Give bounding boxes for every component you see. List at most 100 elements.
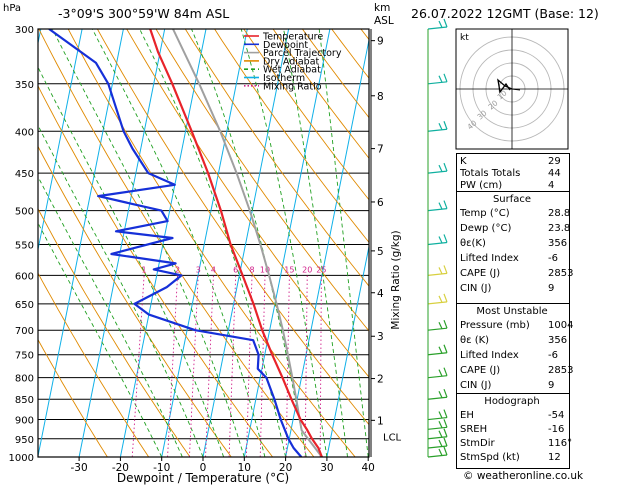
pressure-tick-label: 850 bbox=[15, 395, 34, 406]
datetime-title: 26.07.2022 12GMT (Base: 12) bbox=[411, 6, 599, 21]
dry-adiabat-line bbox=[184, 29, 369, 287]
wind-barb bbox=[427, 436, 448, 440]
km-tick-label: 5 bbox=[377, 246, 384, 258]
wind-barb bbox=[443, 234, 448, 243]
mixing-ratio-label: 3 bbox=[196, 265, 201, 274]
hodograph-box bbox=[456, 393, 570, 469]
wind-barb bbox=[438, 411, 443, 419]
isotherm-line bbox=[202, 29, 290, 457]
dry-adiabat-line bbox=[38, 272, 150, 457]
wind-barb bbox=[427, 301, 448, 305]
wind-barb bbox=[427, 352, 448, 356]
mixing-ratio-line bbox=[167, 275, 178, 457]
dewpoint-line bbox=[48, 29, 303, 457]
wind-barb bbox=[443, 200, 448, 209]
wind-barb bbox=[443, 389, 448, 398]
pressure-tick-label: 650 bbox=[15, 300, 34, 311]
wind-barb bbox=[427, 207, 448, 212]
temp-tick-label: 0 bbox=[200, 462, 207, 474]
dry-adiabat-line bbox=[272, 29, 369, 159]
wind-barb bbox=[443, 367, 448, 376]
wind-barb bbox=[427, 241, 448, 246]
pressure-tick-label: 450 bbox=[15, 169, 34, 180]
isotherm-line bbox=[285, 37, 369, 457]
pressure-tick-label: 800 bbox=[15, 374, 34, 385]
hodograph-unit-label: kt bbox=[460, 33, 469, 43]
mixing-ratio-label: 8 bbox=[249, 265, 254, 274]
km-tick-label: 2 bbox=[377, 374, 384, 386]
wind-barb bbox=[427, 396, 448, 400]
unstable-row: θε (K) 356 bbox=[460, 335, 568, 346]
wind-barb bbox=[438, 295, 443, 303]
wind-barb bbox=[427, 426, 448, 430]
index-row-pw: PW (cm) 4 bbox=[460, 180, 555, 191]
wind-barb bbox=[438, 164, 443, 172]
wind-barb bbox=[438, 236, 443, 244]
index-row-totals: Totals Totals 44 bbox=[460, 168, 561, 179]
mixing-ratio-line bbox=[188, 275, 199, 457]
dry-adiabat-line bbox=[97, 29, 369, 426]
legend-entry: Mixing Ratio bbox=[263, 81, 322, 92]
mixing-ratio-line bbox=[245, 275, 253, 457]
indices-panel: K 29 Totals Totals 44 PW (cm) 4 Surface Tem… bbox=[456, 153, 574, 469]
temp-tick-label: -30 bbox=[71, 462, 88, 474]
wind-barb bbox=[427, 128, 448, 132]
km-tick-label: 1 bbox=[377, 415, 384, 427]
surface-row: θε(K) 356 bbox=[460, 238, 568, 249]
wind-barb bbox=[438, 421, 443, 429]
isotherm-line bbox=[119, 29, 207, 457]
lcl-label: LCL bbox=[383, 432, 402, 443]
km-tick-label: 3 bbox=[377, 331, 384, 343]
isotherm-line bbox=[78, 29, 166, 457]
mixing-ratio-label: 1 bbox=[142, 265, 147, 274]
mixing-ratio-label: 10 bbox=[260, 265, 270, 274]
surface-row: Dewp (°C) 23.8 bbox=[460, 223, 571, 234]
asl-axis-label: ASL bbox=[374, 15, 394, 27]
pressure-tick-label: 950 bbox=[15, 435, 34, 446]
wind-barb bbox=[438, 123, 443, 131]
wet-adiabat-line bbox=[51, 29, 245, 457]
wind-barb bbox=[438, 202, 443, 210]
km-tick-label: 6 bbox=[377, 197, 384, 209]
km-tick-label: 8 bbox=[377, 91, 384, 103]
temp-tick-label: 40 bbox=[362, 462, 375, 474]
wind-barb bbox=[427, 416, 448, 421]
hodo-row: SREH -16 bbox=[460, 424, 565, 435]
pressure-tick-label: 350 bbox=[15, 80, 34, 91]
wet-adiabat-line bbox=[38, 175, 183, 457]
wind-barb bbox=[438, 20, 443, 28]
hodo-row: EH -54 bbox=[460, 410, 565, 421]
temp-tick-label: -20 bbox=[112, 462, 129, 474]
wind-barb bbox=[438, 75, 443, 83]
wind-barb bbox=[427, 272, 448, 277]
dry-adiabat-line bbox=[38, 84, 273, 457]
pressure-tick-label: 750 bbox=[15, 351, 34, 362]
km-tick-label: 4 bbox=[377, 288, 384, 300]
dry-adiabat-line bbox=[243, 29, 369, 201]
wet-adiabat-line bbox=[38, 66, 225, 457]
wind-barb bbox=[443, 18, 448, 28]
wind-barb bbox=[438, 448, 443, 456]
wind-barb bbox=[427, 327, 448, 331]
surface-row: Lifted Index -6 bbox=[460, 253, 558, 264]
km-tick-label: 9 bbox=[377, 36, 384, 48]
isotherm-line bbox=[161, 29, 248, 457]
unstable-row: CAPE (J) 2853 bbox=[460, 365, 574, 376]
wet-adiabat-line bbox=[283, 29, 348, 457]
surface-row: CAPE (J) 2853 bbox=[460, 268, 574, 279]
wind-barb bbox=[443, 162, 448, 172]
wet-adiabat-line bbox=[240, 29, 328, 457]
legend-entry: Isotherm bbox=[263, 73, 305, 84]
surface-row: Temp (°C) 28.8 bbox=[460, 208, 571, 219]
temp-tick-label: 30 bbox=[320, 462, 333, 474]
surface-row: CIN (J) 9 bbox=[460, 283, 555, 294]
location-title: -3°09'S 300°59'W 84m ASL bbox=[58, 6, 230, 21]
wind-barb bbox=[438, 439, 443, 447]
isotherm-line bbox=[38, 29, 124, 457]
hpa-axis-label: hPa bbox=[3, 3, 22, 14]
mixing-ratio-axis-title: Mixing Ratio (g/kg) bbox=[390, 230, 402, 329]
wind-barb bbox=[427, 375, 448, 379]
legend-entry: Parcel Trajectory bbox=[263, 48, 342, 59]
x-axis-title: Dewpoint / Temperature (°C) bbox=[117, 471, 289, 485]
